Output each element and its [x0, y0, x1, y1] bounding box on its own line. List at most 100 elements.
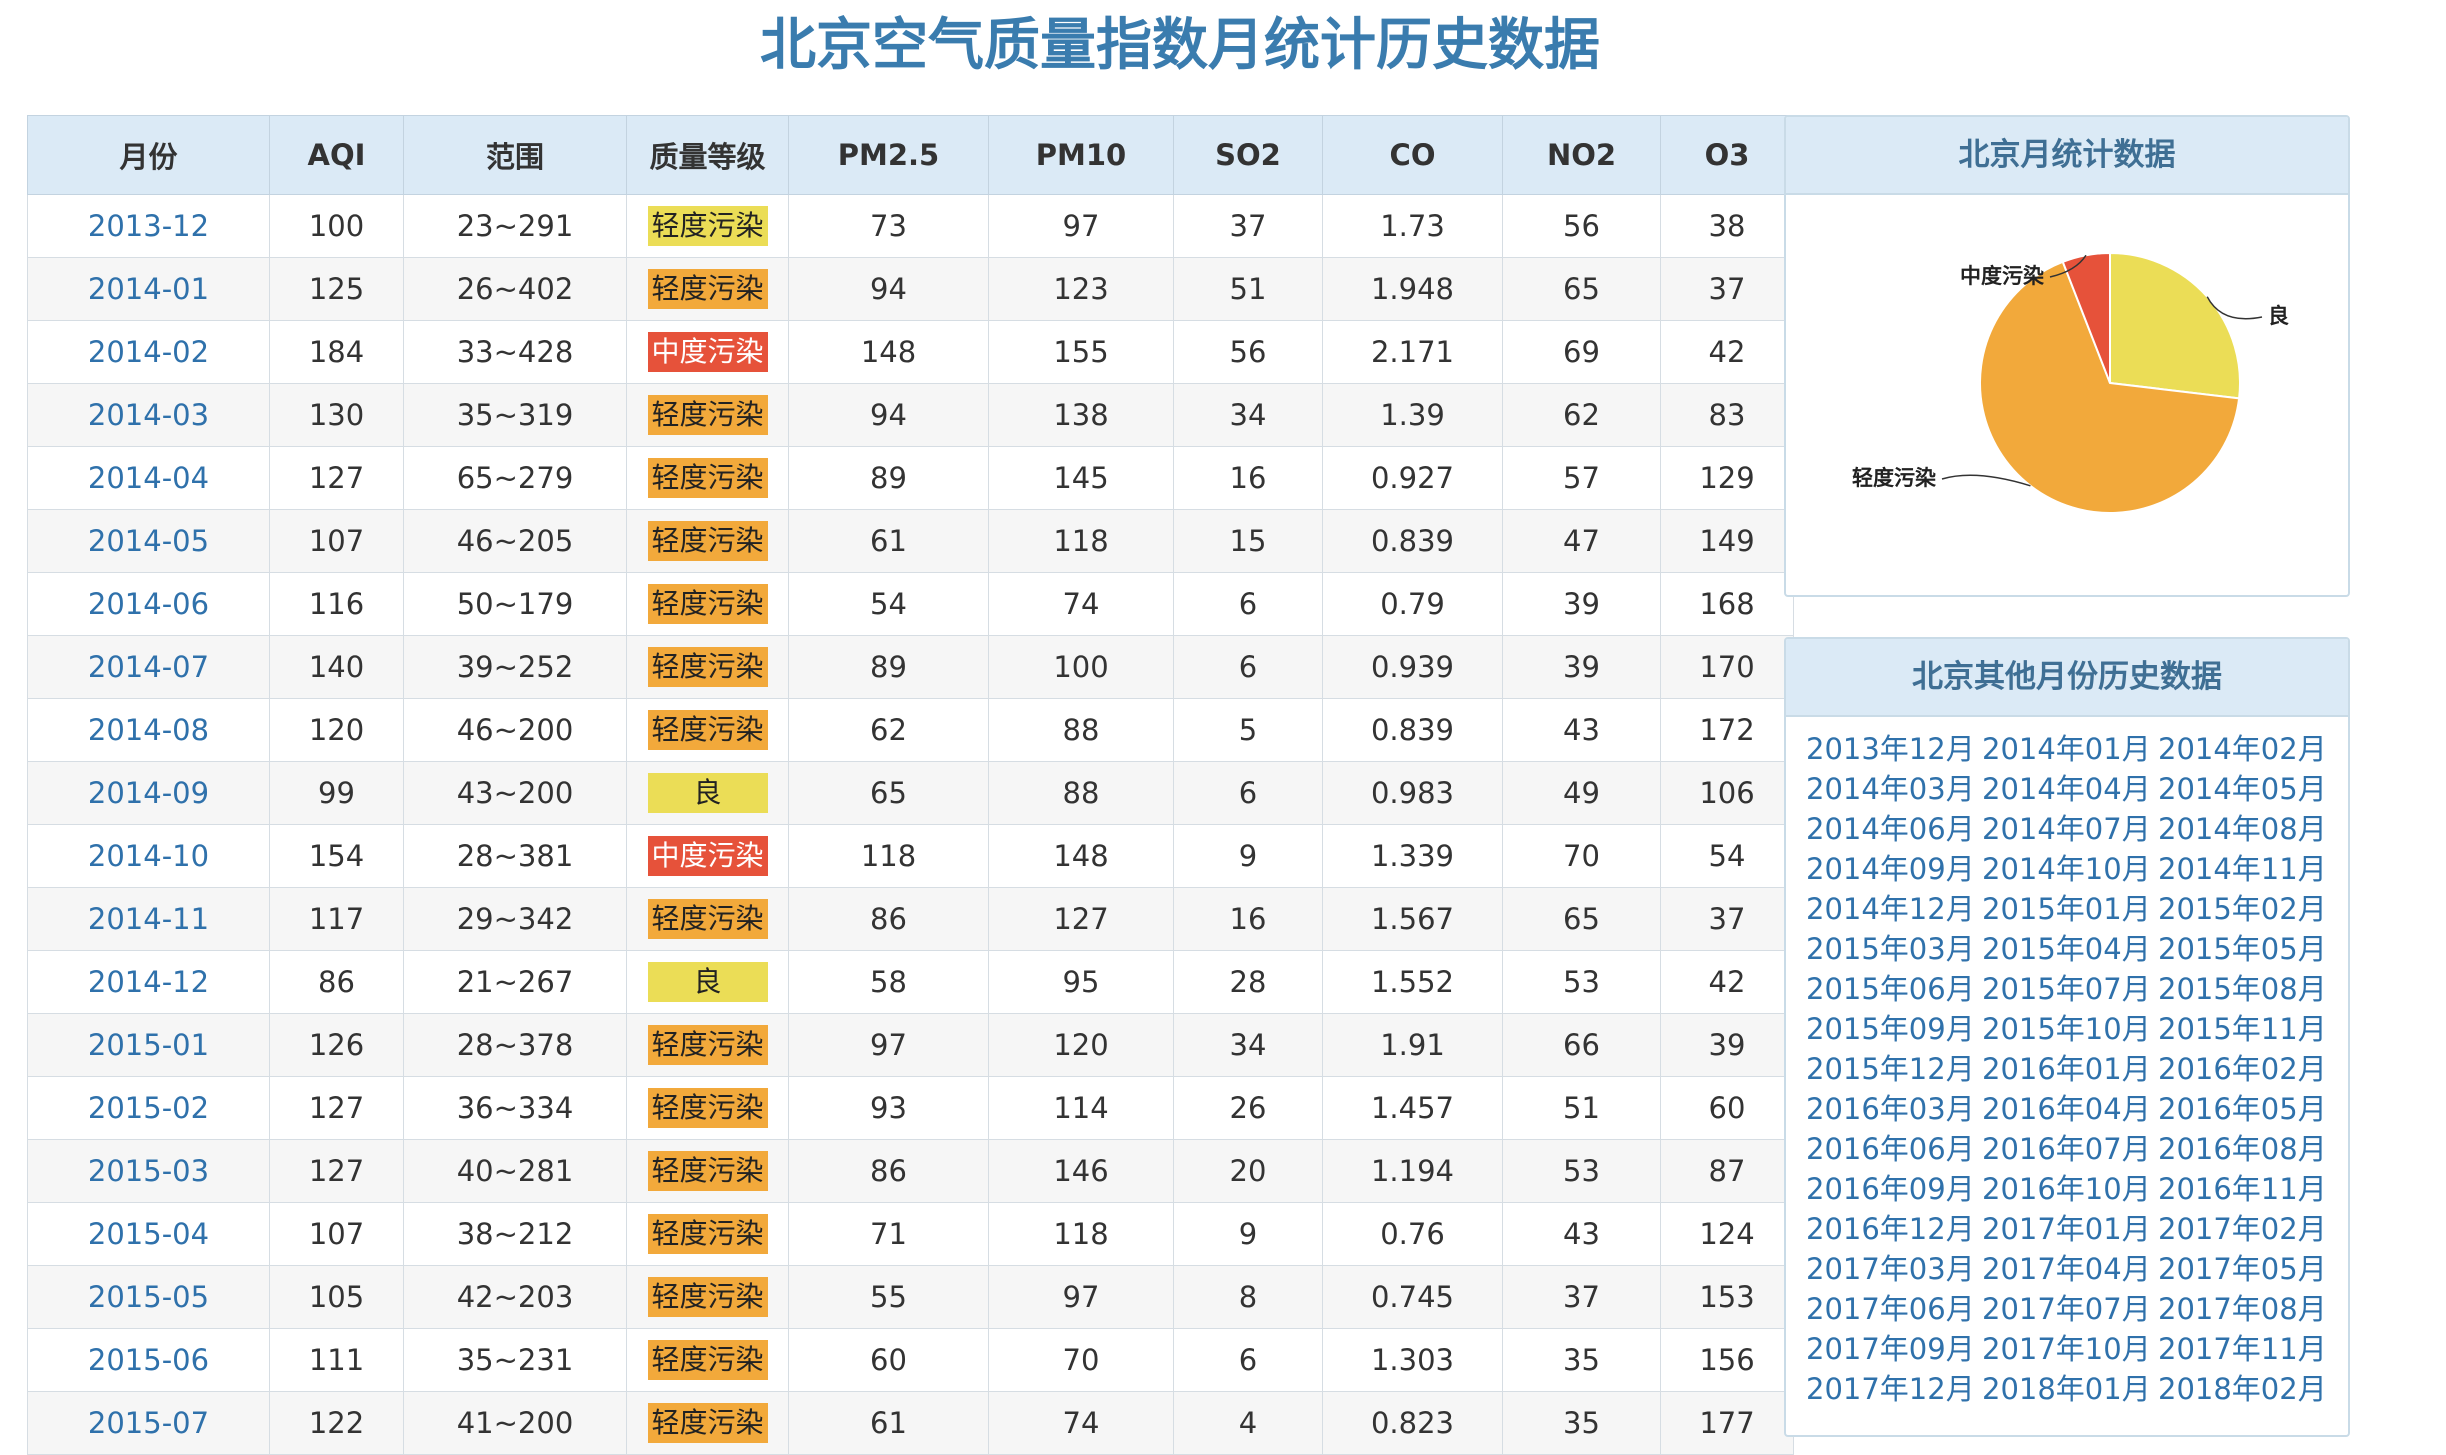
history-month-link[interactable]: 2016年08月 [2158, 1132, 2327, 1166]
history-month-link[interactable]: 2016年12月 [1806, 1212, 1975, 1246]
history-month-link[interactable]: 2015年04月 [1982, 932, 2151, 966]
month-link[interactable]: 2014-12 [87, 965, 210, 999]
co-cell: 1.457 [1322, 1076, 1503, 1140]
no2-cell: 35 [1502, 1391, 1661, 1455]
history-month-link[interactable]: 2016年01月 [1982, 1052, 2151, 1086]
history-month-link[interactable]: 2016年10月 [1982, 1172, 2151, 1206]
history-month-link[interactable]: 2014年05月 [2158, 772, 2327, 806]
history-month-link[interactable]: 2016年03月 [1806, 1092, 1975, 1126]
month-link[interactable]: 2014-03 [87, 398, 210, 432]
history-month-link[interactable]: 2015年05月 [2158, 932, 2327, 966]
history-month-link[interactable]: 2016年02月 [2158, 1052, 2327, 1086]
pm25-cell: 148 [788, 320, 989, 384]
history-month-link[interactable]: 2017年09月 [1806, 1332, 1975, 1366]
so2-cell: 20 [1173, 1139, 1323, 1203]
history-month-link[interactable]: 2017年02月 [2158, 1212, 2327, 1246]
month-link[interactable]: 2014-07 [87, 650, 210, 684]
history-month-link[interactable]: 2014年02月 [2158, 732, 2327, 766]
month-link[interactable]: 2015-03 [87, 1154, 210, 1188]
co-cell: 0.839 [1322, 509, 1503, 573]
history-month-link[interactable]: 2018年01月 [1982, 1372, 2151, 1406]
history-month-link[interactable]: 2015年10月 [1982, 1012, 2151, 1046]
history-month-link[interactable]: 2017年07月 [1982, 1292, 2151, 1326]
no2-cell: 65 [1502, 887, 1661, 951]
history-month-link[interactable]: 2017年06月 [1806, 1292, 1975, 1326]
history-month-link[interactable]: 2016年09月 [1806, 1172, 1975, 1206]
history-month-link[interactable]: 2013年12月 [1806, 732, 1975, 766]
history-month-link[interactable]: 2015年02月 [2158, 892, 2327, 926]
month-link[interactable]: 2015-04 [87, 1217, 210, 1251]
history-month-link[interactable]: 2014年04月 [1982, 772, 2151, 806]
range-cell: 38~212 [403, 1202, 627, 1266]
month-link[interactable]: 2014-09 [87, 776, 210, 810]
history-month-link[interactable]: 2014年08月 [2158, 812, 2327, 846]
month-link[interactable]: 2014-05 [87, 524, 210, 558]
history-month-link[interactable]: 2018年02月 [2158, 1372, 2327, 1406]
pie-slice-label: 中度污染 [1960, 264, 2044, 288]
history-month-link[interactable]: 2014年06月 [1806, 812, 1975, 846]
pie-slice[interactable] [2061, 251, 2111, 384]
history-month-link[interactable]: 2016年04月 [1982, 1092, 2151, 1126]
pie-leader-line [1941, 474, 2031, 487]
month-link[interactable]: 2014-04 [87, 461, 210, 495]
history-month-link[interactable]: 2017年10月 [1982, 1332, 2151, 1366]
history-month-link[interactable]: 2015年12月 [1806, 1052, 1975, 1086]
history-month-link[interactable]: 2017年08月 [2158, 1292, 2327, 1326]
pie-slice[interactable] [2109, 251, 2241, 400]
history-month-link[interactable]: 2016年11月 [2158, 1172, 2327, 1206]
month-link[interactable]: 2014-02 [87, 335, 210, 369]
quality-level-cell: 轻度污染 [626, 194, 789, 258]
month-link[interactable]: 2014-06 [87, 587, 210, 621]
no2-cell: 49 [1502, 761, 1661, 825]
history-month-link[interactable]: 2017年12月 [1806, 1372, 1975, 1406]
month-link[interactable]: 2015-02 [87, 1091, 210, 1125]
history-month-link[interactable]: 2015年06月 [1806, 972, 1975, 1006]
table-row: 2014-03 130 35~319 轻度污染 94 138 34 1.39 62 83 [27, 383, 1794, 447]
co-cell: 1.948 [1322, 257, 1503, 321]
month-link[interactable]: 2013-12 [87, 209, 210, 243]
pm10-cell: 127 [988, 887, 1174, 951]
history-month-link[interactable]: 2014年03月 [1806, 772, 1975, 806]
history-month-link[interactable]: 2014年12月 [1806, 892, 1975, 926]
so2-cell: 6 [1173, 572, 1323, 636]
history-month-link[interactable]: 2014年07月 [1982, 812, 2151, 846]
history-month-link[interactable]: 2016年07月 [1982, 1132, 2151, 1166]
history-month-link[interactable]: 2014年01月 [1982, 732, 2151, 766]
no2-cell: 56 [1502, 194, 1661, 258]
history-month-link[interactable]: 2015年09月 [1806, 1012, 1975, 1046]
history-month-link[interactable]: 2015年11月 [2158, 1012, 2327, 1046]
month-link[interactable]: 2015-06 [87, 1343, 210, 1377]
quality-level-badge: 轻度污染 [647, 899, 768, 939]
history-month-link[interactable]: 2014年09月 [1806, 852, 1975, 886]
table-row: 2015-01 126 28~378 轻度污染 97 120 34 1.91 66 39 [27, 1013, 1794, 1077]
history-month-link[interactable]: 2017年05月 [2158, 1252, 2327, 1286]
column-header: 范围 [403, 115, 627, 195]
month-link[interactable]: 2014-08 [87, 713, 210, 747]
month-link[interactable]: 2014-10 [87, 839, 210, 873]
history-month-link[interactable]: 2014年10月 [1982, 852, 2151, 886]
history-month-link[interactable]: 2015年03月 [1806, 932, 1975, 966]
history-month-link[interactable]: 2014年11月 [2158, 852, 2327, 886]
history-month-link[interactable]: 2016年06月 [1806, 1132, 1975, 1166]
month-link[interactable]: 2015-07 [87, 1406, 210, 1440]
month-cell: 2015-07 [27, 1391, 270, 1455]
history-month-link[interactable]: 2017年01月 [1982, 1212, 2151, 1246]
stats-panel-title: 北京月统计数据 [1786, 117, 2348, 195]
co-cell: 0.79 [1322, 572, 1503, 636]
history-month-link[interactable]: 2016年05月 [2158, 1092, 2327, 1126]
month-link[interactable]: 2015-01 [87, 1028, 210, 1062]
month-link[interactable]: 2014-01 [87, 272, 210, 306]
so2-cell: 51 [1173, 257, 1323, 321]
so2-cell: 4 [1173, 1391, 1323, 1455]
month-link[interactable]: 2015-05 [87, 1280, 210, 1314]
history-month-link[interactable]: 2017年11月 [2158, 1332, 2327, 1366]
co-cell: 0.983 [1322, 761, 1503, 825]
history-month-link[interactable]: 2017年03月 [1806, 1252, 1975, 1286]
history-month-link[interactable]: 2015年01月 [1982, 892, 2151, 926]
history-month-link[interactable]: 2015年07月 [1982, 972, 2151, 1006]
month-link[interactable]: 2014-11 [87, 902, 210, 936]
history-month-link[interactable]: 2017年04月 [1982, 1252, 2151, 1286]
history-month-link[interactable]: 2015年08月 [2158, 972, 2327, 1006]
history-panel-title: 北京其他月份历史数据 [1786, 639, 2348, 717]
